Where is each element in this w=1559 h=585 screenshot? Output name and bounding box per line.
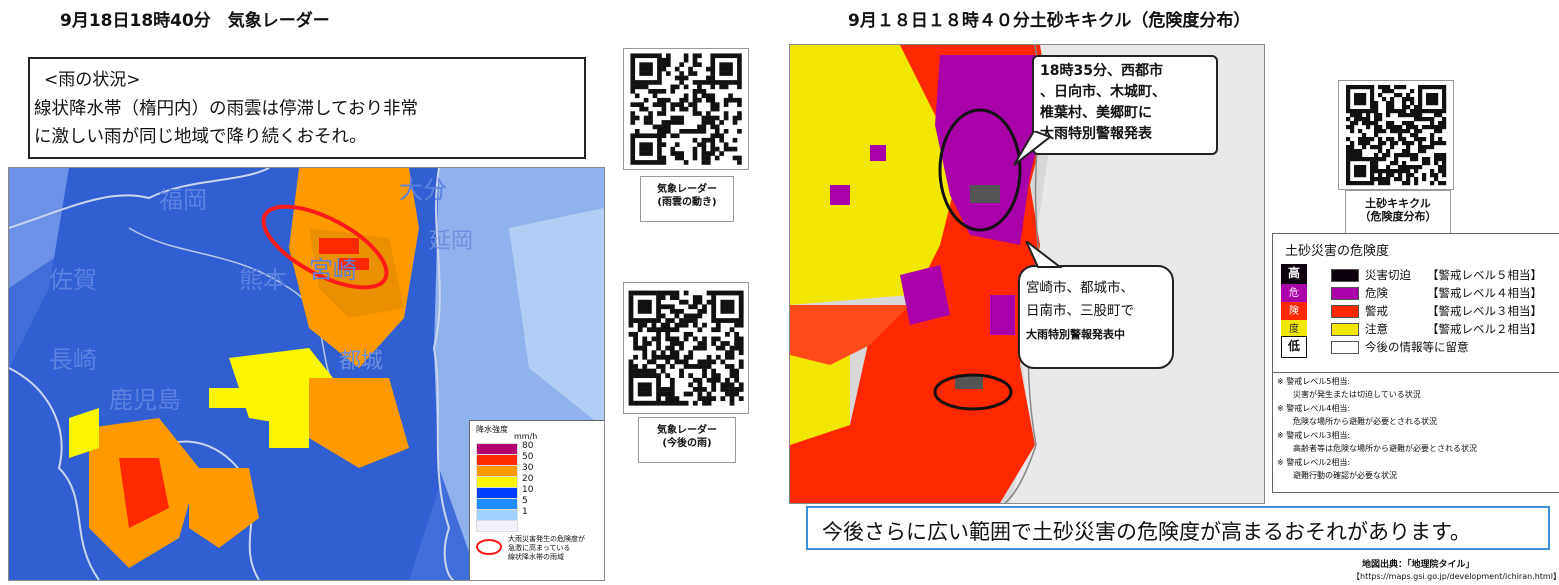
- ellipse-note-3: 線状降水帯の雨域: [508, 553, 564, 561]
- rain-legend: 降水強度 mm/h 80 50 30 20 10 5 1 大雨災害発生の危険度が 急激に高ま…: [469, 420, 604, 580]
- qr-code-kikikuru[interactable]: [1338, 80, 1454, 190]
- rain-legend-value: 10: [522, 485, 534, 495]
- scale-char-3: 度: [1281, 320, 1307, 336]
- hazard-legend-notes: ※ 警戒レベル5相当: 災害が発生または切迫している状況 ※ 警戒レベル4相当:…: [1273, 372, 1559, 491]
- rain-legend-swatch: [476, 520, 518, 532]
- callout-pointer: [1025, 241, 1062, 268]
- map-label-nagasaki: 長崎: [49, 346, 97, 374]
- rain-situation-heading: <雨の状況>: [44, 70, 141, 90]
- rain-legend-value: 20: [522, 474, 534, 484]
- rain-situation-text-1: 線状降水帯（楕円内）の雨雲は停滞しており非常: [34, 99, 418, 119]
- rain-legend-unit: mm/h: [514, 432, 538, 441]
- map-label-fukuoka: 福岡: [159, 186, 207, 214]
- radar-map[interactable]: 福岡 大分 佐賀 熊本 長崎 宮崎 鹿児島 延岡 都城 降水強度 mm/h 80…: [8, 167, 605, 581]
- warning-ellipse-south: [933, 373, 1013, 411]
- rain-legend-value: 50: [522, 452, 534, 462]
- hazard-legend: 土砂災害の危険度 高 危 険 度 低 災害切迫 【警戒レベル５相当】 危険 【警戒レ…: [1272, 233, 1559, 493]
- map-source-label: 地図出典：「地理院タイル」: [1362, 560, 1475, 570]
- callout-special-warning-ongoing: 宮崎市、都城市、 日南市、三股町で 大雨特別警報発表中: [1018, 265, 1174, 369]
- hazard-legend-title: 土砂災害の危険度: [1285, 244, 1390, 259]
- ellipse-note-2: 急激に高まっている: [508, 544, 571, 552]
- qr-code-radar-forecast[interactable]: [623, 282, 749, 414]
- rain-situation-box: <雨の状況> 線状降水帯（楕円内）の雨雲は停滞しており非常 に激しい雨が同じ地域…: [28, 57, 586, 159]
- sea-area: [509, 208, 604, 428]
- radar-title: 9月18日18時40分 気象レーダー: [60, 11, 330, 31]
- scale-char-1: 危: [1281, 284, 1307, 302]
- bottom-message-box: 今後さらに広い範囲で土砂災害の危険度が高まるおそれがあります。: [806, 506, 1550, 550]
- map-label-saga: 佐賀: [49, 266, 97, 294]
- legend-row-info: 今後の情報等に留意: [1273, 338, 1559, 356]
- legend-row-caution: 注意 【警戒レベル２相当】: [1273, 320, 1559, 338]
- rain-legend-value: 5: [522, 496, 528, 506]
- map-label-oita: 大分: [399, 176, 447, 204]
- rain-legend-title: 降水強度: [476, 425, 508, 434]
- map-source-url[interactable]: 【https://maps.gsi.go.jp/development/ichi…: [1352, 572, 1559, 581]
- rain-legend-value: 80: [522, 441, 534, 451]
- rain-legend-value: 1: [522, 507, 528, 517]
- qr-code-radar-movement[interactable]: [623, 48, 749, 170]
- warning-ellipse-north: [938, 108, 1022, 232]
- hazard-danger-area: [935, 55, 1045, 245]
- callout-special-warning-issued: 18時35分、西都市 、日向市、木城町、 椎葉村、美郷町に 大雨特別警報発表: [1032, 55, 1218, 155]
- line-rainband-ellipse: [261, 204, 389, 290]
- qr-caption-radar-forecast: 気象レーダー (今後の雨): [638, 417, 736, 463]
- qr-caption-kikikuru: 土砂キキクル （危険度分布）: [1345, 190, 1451, 236]
- map-label-miyakonojo: 都城: [339, 349, 383, 374]
- scale-char-2: 険: [1281, 302, 1307, 320]
- bottom-message: 今後さらに広い範囲で土砂災害の危険度が高まるおそれがあります。: [822, 520, 1471, 544]
- ellipse-note-1: 大雨災害発生の危険度が: [508, 535, 585, 543]
- rain-legend-value: 30: [522, 463, 534, 473]
- map-label-kagoshima: 鹿児島: [109, 386, 181, 414]
- map-label-nobeoka: 延岡: [429, 229, 473, 254]
- legend-row-imminent: 災害切迫 【警戒レベル５相当】: [1273, 266, 1559, 284]
- legend-row-warning: 警戒 【警戒レベル３相当】: [1273, 302, 1559, 320]
- map-label-miyazaki: 宮崎: [309, 256, 357, 284]
- hazard-map[interactable]: 18時35分、西都市 、日向市、木城町、 椎葉村、美郷町に 大雨特別警報発表 宮…: [789, 44, 1265, 504]
- scale-low-label: 低: [1281, 336, 1307, 358]
- qr-caption-radar-movement: 気象レーダー (雨雲の動き): [640, 176, 734, 222]
- scale-high-label: 高: [1281, 264, 1307, 284]
- map-label-kumamoto: 熊本: [239, 266, 287, 294]
- kikikuru-title: 9月１８日１８時４０分土砂キキクル（危険度分布）: [848, 11, 1251, 31]
- risk-scale-bar: 高 危 険 度 低: [1281, 264, 1307, 358]
- legend-row-danger: 危険 【警戒レベル４相当】: [1273, 284, 1559, 302]
- ellipse-legend-icon: [476, 539, 502, 555]
- rain-situation-text-2: に激しい雨が同じ地域で降り続くおそれ。: [34, 127, 367, 147]
- callout-pointer: [1013, 131, 1052, 166]
